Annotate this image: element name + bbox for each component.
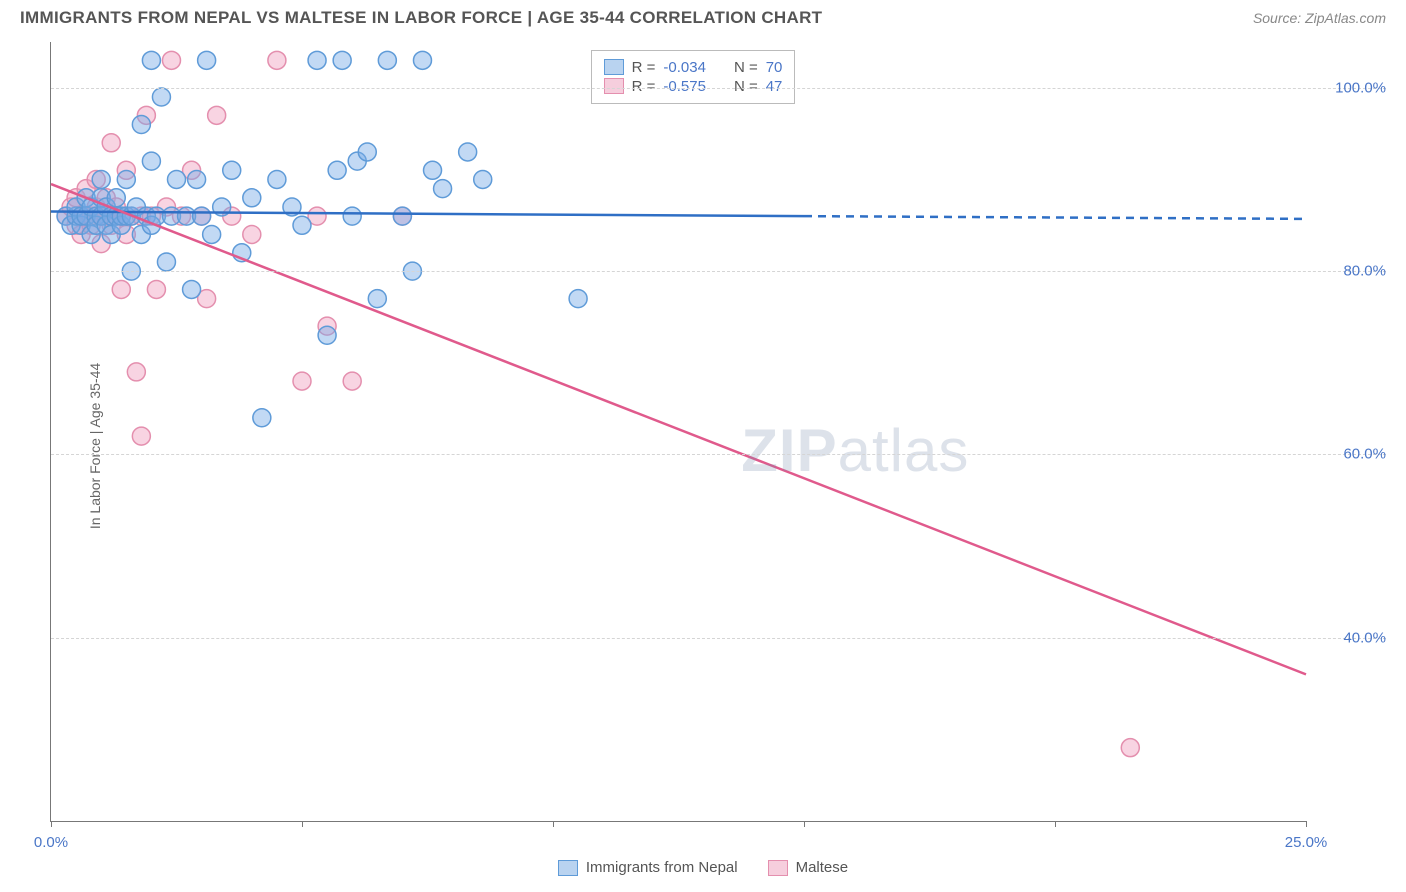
legend-R-label: R = [632, 78, 656, 95]
source-label: Source: [1253, 10, 1305, 26]
scatter-point-maltese [243, 225, 261, 243]
y-tick-label: 40.0% [1335, 629, 1386, 646]
legend-R-label: R = [632, 59, 656, 76]
x-tick [51, 821, 52, 827]
scatter-point-maltese [112, 280, 130, 298]
legend-N-label: N = [734, 59, 758, 76]
x-tick [804, 821, 805, 827]
scatter-point-maltese [343, 372, 361, 390]
trend-line-maltese [51, 184, 1306, 674]
scatter-point-nepal [424, 161, 442, 179]
scatter-point-nepal [318, 326, 336, 344]
scatter-point-maltese [1121, 739, 1139, 757]
gridline-h [51, 454, 1386, 455]
scatter-point-nepal [183, 280, 201, 298]
scatter-point-nepal [308, 51, 326, 69]
scatter-point-nepal [253, 409, 271, 427]
chart-header: IMMIGRANTS FROM NEPAL VS MALTESE IN LABO… [0, 0, 1406, 32]
legend-label-nepal: Immigrants from Nepal [586, 859, 738, 876]
x-tick [1306, 821, 1307, 827]
gridline-h [51, 271, 1386, 272]
scatter-point-nepal [243, 189, 261, 207]
x-tick-label: 0.0% [34, 834, 68, 851]
scatter-point-maltese [147, 280, 165, 298]
scatter-point-nepal [328, 161, 346, 179]
scatter-point-nepal [333, 51, 351, 69]
x-tick-label: 25.0% [1285, 834, 1328, 851]
scatter-point-nepal [117, 170, 135, 188]
scatter-point-nepal [203, 225, 221, 243]
scatter-point-nepal [152, 88, 170, 106]
scatter-point-nepal [223, 161, 241, 179]
legend-swatch-maltese [768, 860, 788, 876]
scatter-point-nepal [378, 51, 396, 69]
scatter-point-nepal [168, 170, 186, 188]
legend-item-maltese: Maltese [768, 859, 849, 876]
scatter-point-maltese [208, 106, 226, 124]
scatter-point-nepal [142, 152, 160, 170]
scatter-point-nepal [343, 207, 361, 225]
chart-title: IMMIGRANTS FROM NEPAL VS MALTESE IN LABO… [20, 8, 822, 28]
scatter-point-nepal [107, 189, 125, 207]
legend-item-nepal: Immigrants from Nepal [558, 859, 738, 876]
y-tick-label: 80.0% [1335, 263, 1386, 280]
trend-line-dashed-nepal [804, 216, 1306, 219]
legend-label-maltese: Maltese [796, 859, 849, 876]
x-tick [1055, 821, 1056, 827]
legend-swatch-nepal [558, 860, 578, 876]
legend-swatch-maltese [604, 78, 624, 94]
source-attribution: Source: ZipAtlas.com [1253, 10, 1386, 26]
scatter-point-maltese [132, 427, 150, 445]
x-tick [302, 821, 303, 827]
scatter-point-maltese [127, 363, 145, 381]
gridline-h [51, 88, 1386, 89]
scatter-point-nepal [132, 115, 150, 133]
scatter-point-maltese [162, 51, 180, 69]
scatter-point-nepal [413, 51, 431, 69]
legend-N-value: 70 [766, 59, 783, 76]
scatter-point-nepal [188, 170, 206, 188]
scatter-point-nepal [474, 170, 492, 188]
legend-N-label: N = [734, 78, 758, 95]
scatter-point-nepal [157, 253, 175, 271]
scatter-point-nepal [459, 143, 477, 161]
scatter-chart: ZIPatlas R = -0.034N = 70R = -0.575N = 4… [50, 42, 1306, 822]
legend-bottom: Immigrants from Nepal Maltese [0, 859, 1406, 876]
legend-stats-row-maltese: R = -0.575 N = 47 [604, 78, 783, 95]
scatter-point-nepal [193, 207, 211, 225]
scatter-point-nepal [92, 170, 110, 188]
scatter-point-nepal [434, 180, 452, 198]
scatter-point-nepal [293, 216, 311, 234]
scatter-point-nepal [268, 170, 286, 188]
plot-svg [51, 42, 1306, 821]
legend-N-value: 47 [766, 78, 783, 95]
legend-stats-row-nepal: R = -0.034 N = 70 [604, 59, 783, 76]
source-name: ZipAtlas.com [1305, 10, 1386, 26]
scatter-point-nepal [142, 51, 160, 69]
x-tick [553, 821, 554, 827]
scatter-point-nepal [358, 143, 376, 161]
scatter-point-nepal [198, 51, 216, 69]
gridline-h [51, 638, 1386, 639]
legend-stats-box: R = -0.034 N = 70 R = -0.575 N = 47 [591, 50, 796, 104]
scatter-point-nepal [368, 290, 386, 308]
scatter-point-maltese [268, 51, 286, 69]
y-tick-label: 100.0% [1327, 79, 1386, 96]
scatter-point-nepal [393, 207, 411, 225]
scatter-point-nepal [569, 290, 587, 308]
y-tick-label: 60.0% [1335, 446, 1386, 463]
legend-R-value: -0.034 [663, 59, 706, 76]
legend-R-value: -0.575 [663, 78, 706, 95]
scatter-point-maltese [102, 134, 120, 152]
scatter-point-maltese [293, 372, 311, 390]
legend-swatch-nepal [604, 59, 624, 75]
